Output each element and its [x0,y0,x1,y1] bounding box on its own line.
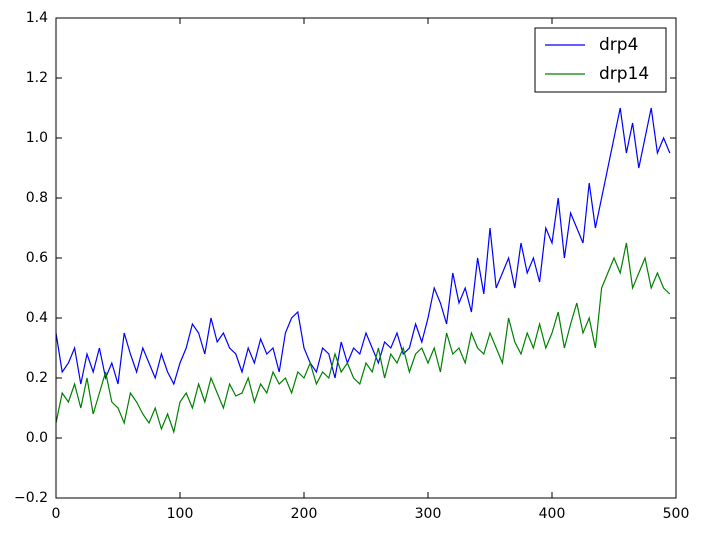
x-tick-label: 100 [167,506,194,522]
y-tick-label: 1.2 [26,70,48,86]
y-tick-label: −0.2 [14,490,48,506]
line-series [55,242,671,435]
y-tick-label: 0.2 [26,370,48,386]
y-tick-label: 1.0 [26,130,48,146]
y-tick-label: 0.8 [26,190,48,206]
legend-label: drp4 [599,35,638,55]
x-tick-label: 0 [52,506,61,522]
line-series [55,107,671,386]
legend-box [534,27,667,93]
x-tick-label: 200 [291,506,318,522]
legend-label: drp14 [599,64,649,84]
x-tick-label: 400 [539,506,566,522]
y-tick-label: 0.6 [26,250,48,266]
y-tick-label: 0.0 [26,430,48,446]
y-tick-label: 0.4 [26,310,48,326]
x-tick-label: 300 [415,506,442,522]
x-tick-label: 500 [663,506,690,522]
y-tick-label: 1.4 [26,10,48,26]
